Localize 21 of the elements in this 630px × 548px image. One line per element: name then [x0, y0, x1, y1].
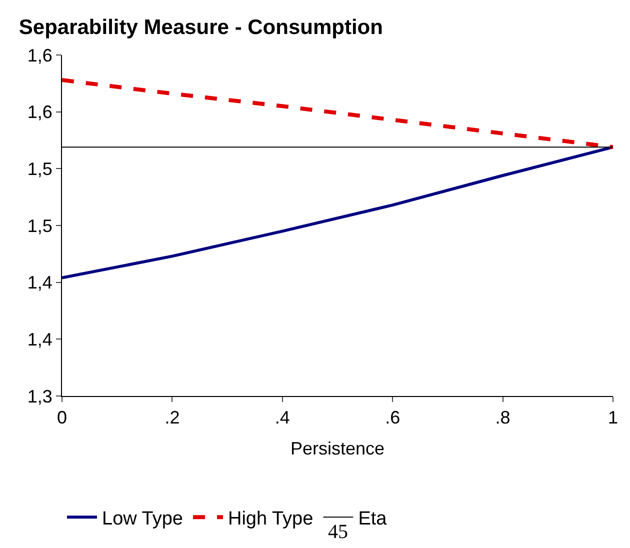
line-series: [62, 146, 613, 280]
y-tick-label: 1,5: [27, 158, 52, 179]
y-tick-label: 1,4: [27, 272, 52, 293]
chart-title: Separability Measure - Consumption: [18, 16, 383, 39]
legend-label: Eta: [358, 508, 388, 530]
text: 45: [328, 521, 348, 543]
x-tick-label: .8: [495, 408, 510, 428]
x-tick-label: .2: [164, 408, 180, 428]
legend-label: High Type: [228, 508, 314, 530]
x-tick-label: 1: [608, 408, 618, 428]
x-tick-label: .4: [274, 408, 290, 428]
legend-label: Low Type: [102, 508, 183, 530]
x-tick-label: .6: [385, 408, 400, 428]
y-tick-label: 1,6: [27, 45, 52, 66]
x-tick-label: 0: [56, 408, 68, 428]
x-axis-title: Persistence: [290, 438, 385, 459]
y-tick-label: 1,6: [27, 102, 52, 122]
y-tick-label: 1,4: [27, 329, 52, 350]
line-series: [62, 78, 613, 150]
y-tick-label: 1,5: [27, 216, 52, 236]
y-tick-label: 1,3: [27, 386, 52, 406]
